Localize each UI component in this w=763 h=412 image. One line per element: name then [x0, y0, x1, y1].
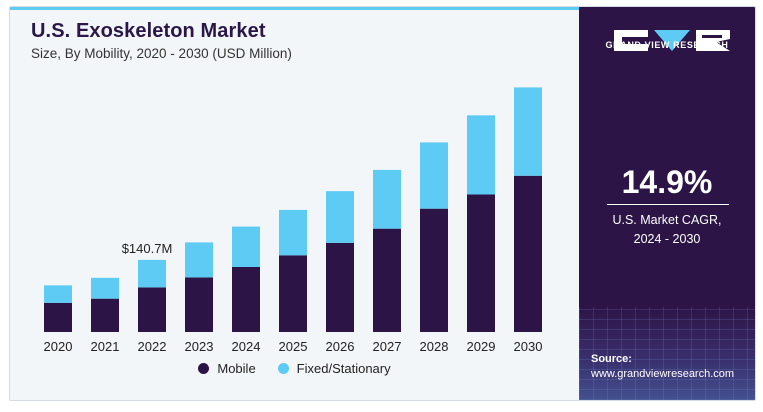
bar-fixed-stationary-2021	[91, 277, 119, 299]
bar-fixed-stationary-2020	[44, 285, 72, 303]
legend-item-fixed: Fixed/Stationary	[277, 361, 391, 376]
bar-mobile-2024	[232, 267, 260, 332]
bar-mobile-2028	[420, 208, 448, 332]
bar-mobile-2027	[373, 228, 401, 332]
bar-fixed-stationary-2022	[138, 259, 166, 288]
bar-fixed-stationary-2024	[232, 226, 260, 267]
x-tick-label-2024: 2024	[232, 339, 261, 354]
legend-swatch-fixed	[277, 363, 289, 374]
bar-mobile-2030	[514, 175, 542, 332]
data-label-2022: $140.7M	[122, 241, 173, 256]
chart-title: U.S. Exoskeleton Market	[31, 20, 266, 42]
cagr-divider	[607, 204, 729, 205]
legend-swatch-mobile	[198, 363, 210, 374]
bar-mobile-2029	[467, 194, 495, 332]
bar-fixed-stationary-2030	[514, 87, 542, 176]
x-tick-label-2023: 2023	[185, 339, 214, 354]
source-label: Source:	[591, 353, 632, 365]
sidebar-panel: GRAND VIEW RESEARCH 14.9% U.S. Market CA…	[579, 7, 755, 400]
bar-mobile-2021	[91, 298, 119, 332]
bar-fixed-stationary-2027	[373, 169, 401, 229]
x-tick-label-2027: 2027	[373, 339, 402, 354]
x-tick-label-2022: 2022	[138, 339, 167, 354]
sidebar-grid-decoration	[579, 307, 755, 400]
bar-fixed-stationary-2026	[326, 191, 354, 243]
bar-mobile-2026	[326, 242, 354, 332]
bar-chart: 2020 2021 2022 $140.7M 2023 2024 2025 2026 2027 2…	[44, 87, 543, 354]
bar-mobile-2022	[138, 287, 166, 332]
x-tick-label-2025: 2025	[279, 339, 308, 354]
chart-subtitle: Size, By Mobility, 2020 - 2030 (USD Mill…	[31, 46, 292, 61]
x-tick-label-2028: 2028	[420, 339, 449, 354]
bar-mobile-2023	[185, 277, 213, 332]
x-tick-label-2020: 2020	[44, 339, 73, 354]
legend-label-mobile: Mobile	[217, 361, 256, 376]
legend-label-fixed: Fixed/Stationary	[296, 361, 391, 376]
bar-mobile-2025	[279, 255, 307, 332]
logo-text: GRAND VIEW RESEARCH	[605, 40, 729, 50]
bar-fixed-stationary-2029	[467, 115, 495, 195]
x-tick-label-2030: 2030	[514, 339, 543, 354]
accent-bar	[10, 7, 579, 10]
bar-fixed-stationary-2025	[279, 209, 307, 256]
legend: Mobile Fixed/Stationary	[10, 361, 579, 376]
cagr-label: U.S. Market CAGR, 2024 - 2030	[579, 211, 755, 249]
cagr-label-line1: U.S. Market CAGR,	[612, 213, 722, 227]
source-url[interactable]: www.grandviewresearch.com	[591, 368, 735, 380]
cagr-label-line2: 2024 - 2030	[633, 232, 701, 246]
bar-fixed-stationary-2028	[420, 142, 448, 209]
bar-fixed-stationary-2023	[185, 242, 213, 278]
chart-card: U.S. Exoskeleton Market Size, By Mobilit…	[9, 6, 756, 401]
x-tick-label-2021: 2021	[91, 339, 120, 354]
grand-view-research-logo	[614, 30, 730, 51]
legend-item-mobile: Mobile	[198, 361, 256, 376]
cagr-value: 14.9%	[621, 164, 713, 200]
x-tick-label-2026: 2026	[326, 339, 355, 354]
bar-mobile-2020	[44, 302, 72, 332]
x-tick-label-2029: 2029	[467, 339, 496, 354]
